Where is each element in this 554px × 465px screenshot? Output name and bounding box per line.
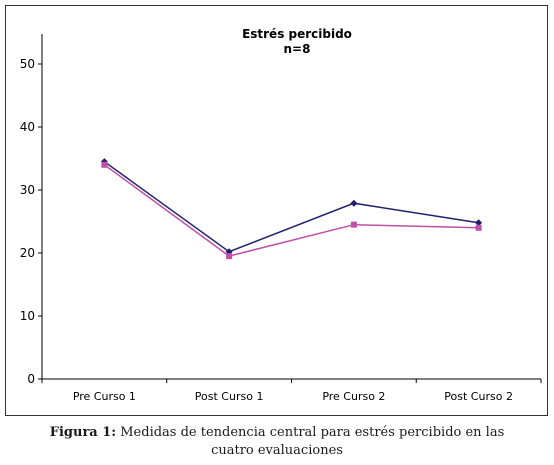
x-tick-label: Post Curso 2 [444, 390, 513, 403]
series-1-point [475, 219, 483, 227]
figure-caption: Figura 1: Medidas de tendencia central p… [0, 424, 554, 460]
x-tick-label: Pre Curso 1 [73, 390, 136, 403]
series-2-line [103, 164, 479, 257]
caption-line-1: Figura 1: Medidas de tendencia central p… [0, 424, 554, 442]
y-tick-label: 10 [20, 309, 35, 323]
y-tick-label: 0 [27, 372, 35, 386]
series-1-point [350, 199, 358, 207]
series-2-point [101, 161, 108, 168]
series-1-line [103, 161, 479, 253]
plot-area: 0 10 20 30 40 50 Pre Curso 1 Post Curso 1 Pre Cu… [20, 34, 542, 403]
line-chart: Estrés percibido n=8 0 10 20 30 40 50 Pre Curs… [20, 27, 542, 403]
x-tick-label: Pre Curso 2 [322, 390, 385, 403]
caption-text-2: cuatro evaluaciones [211, 443, 343, 458]
chart-subtitle: n=8 [284, 42, 311, 56]
chart-frame: Estrés percibido n=8 0 10 20 30 40 50 Pre Curs… [5, 5, 548, 416]
y-tick-label: 40 [20, 120, 35, 134]
y-tick-label: 30 [20, 183, 35, 197]
caption-label: Figura 1: [49, 425, 117, 440]
x-tick-label: Post Curso 1 [195, 390, 264, 403]
y-tick-label: 20 [20, 246, 35, 260]
series-2-point [350, 221, 357, 228]
y-tick-label: 50 [20, 57, 35, 71]
chart-title: Estrés percibido [242, 27, 352, 41]
caption-text-1: Medidas de tendencia central para estrés… [116, 425, 505, 440]
series-2-point [226, 253, 233, 260]
series-2-point [475, 224, 482, 231]
